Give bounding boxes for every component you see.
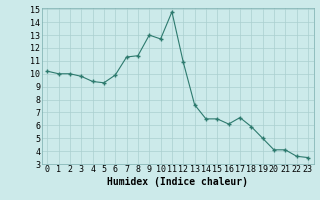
X-axis label: Humidex (Indice chaleur): Humidex (Indice chaleur) xyxy=(107,177,248,187)
